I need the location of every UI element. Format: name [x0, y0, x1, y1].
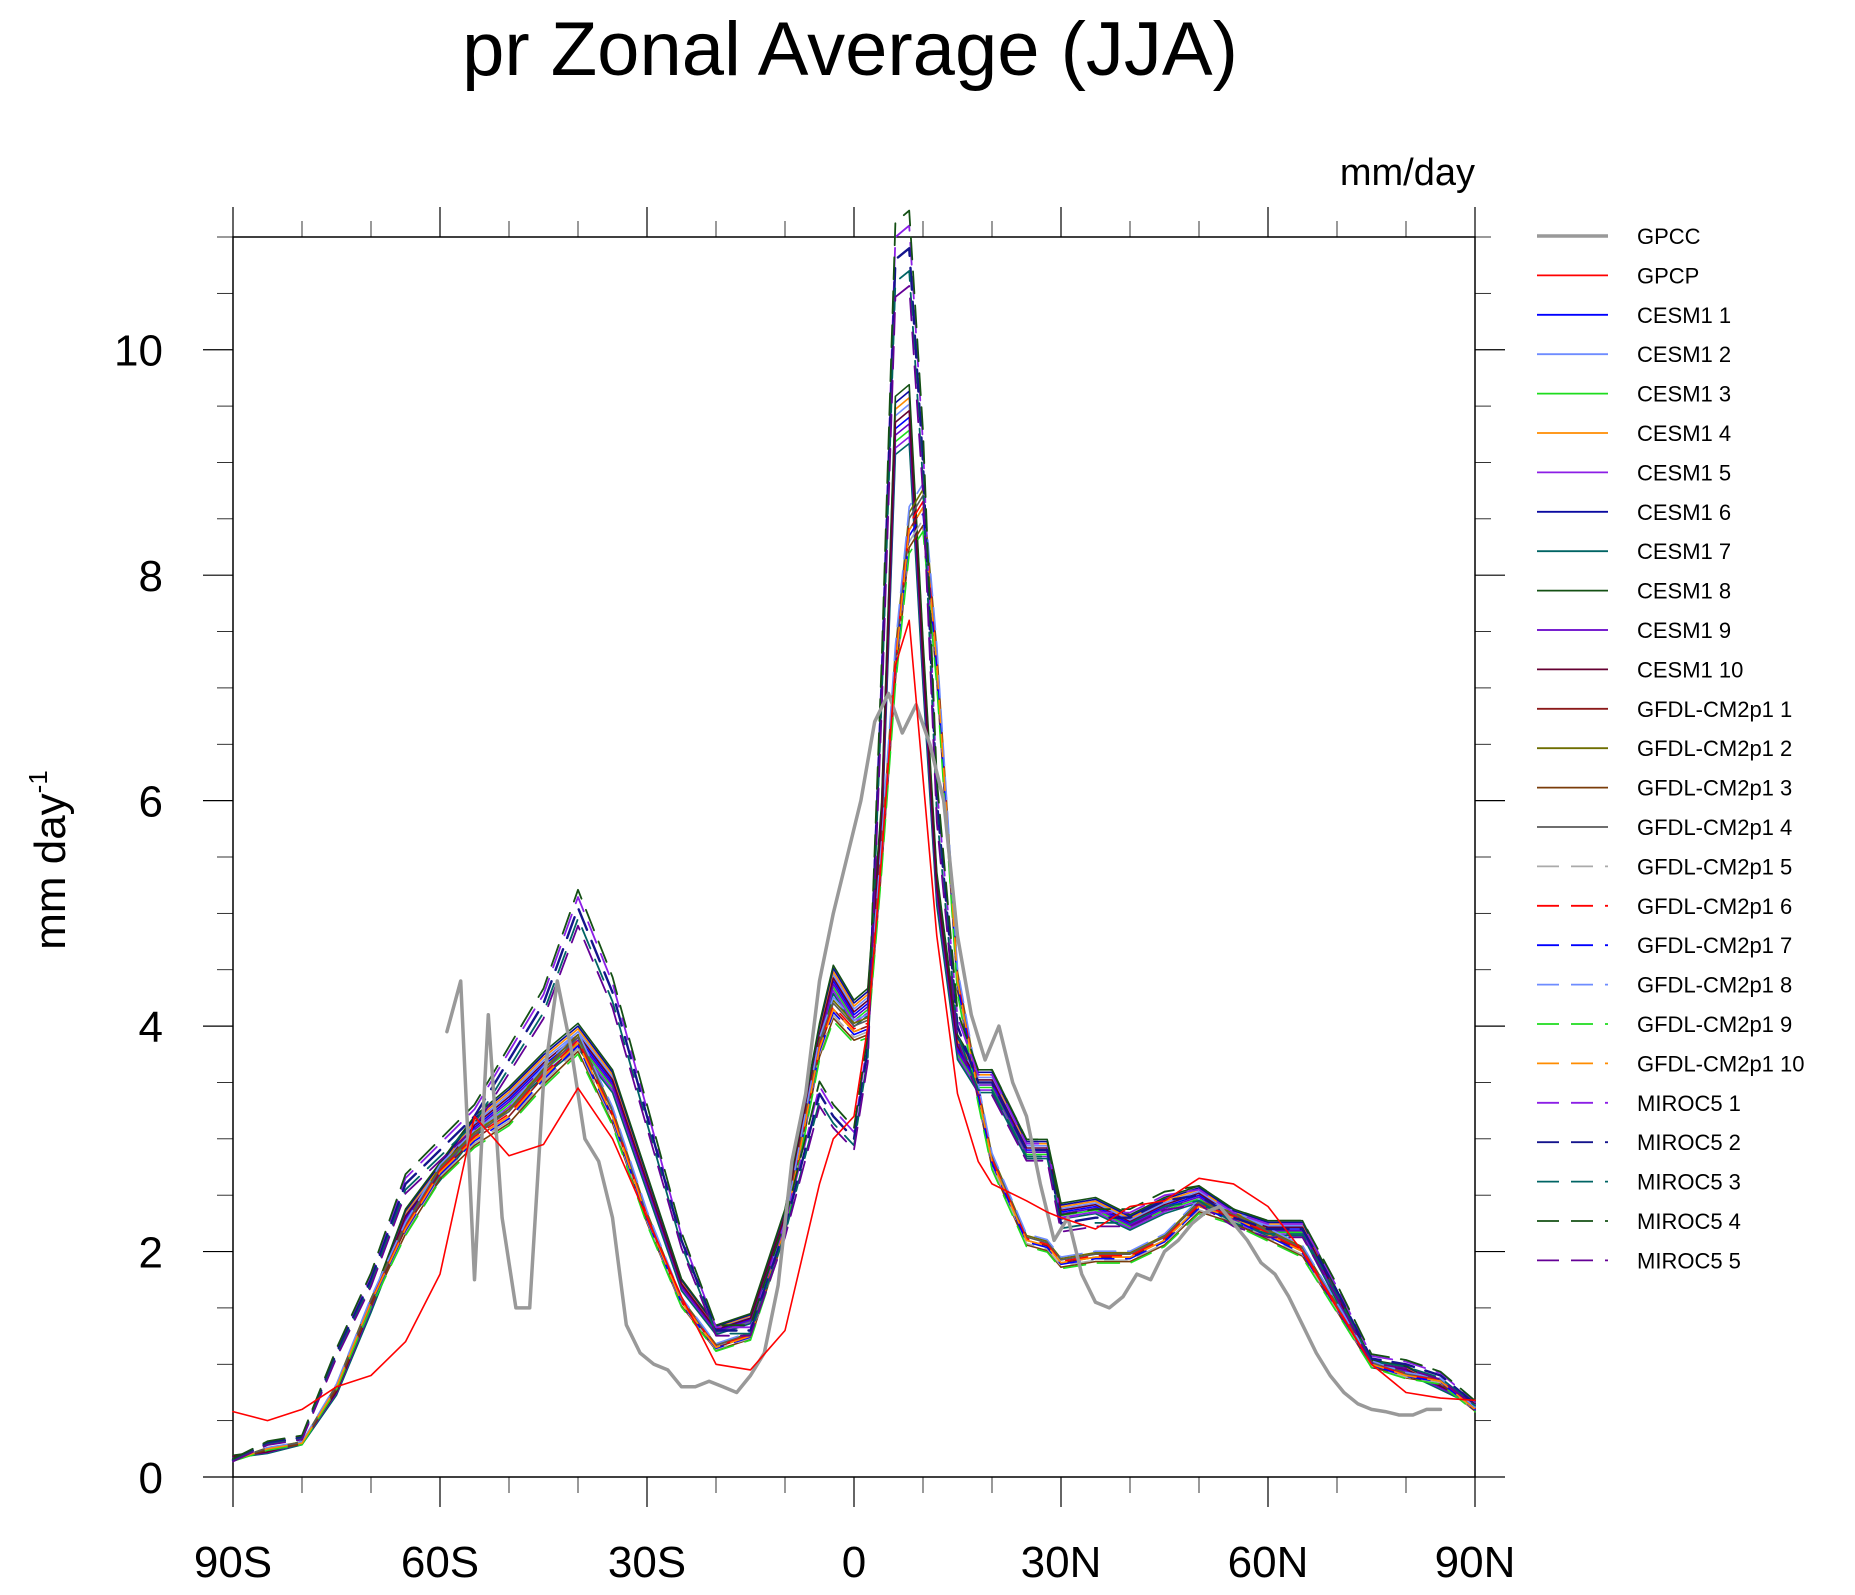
legend-label: CESM1 3 — [1637, 382, 1731, 407]
series-line-cesm1-9 — [232, 423, 1476, 1458]
y-axis-label: mm day-1 — [23, 770, 75, 950]
legend-label: CESM1 9 — [1637, 618, 1731, 643]
legend-label: GFDL-CM2p1 6 — [1637, 894, 1792, 919]
y-tick-label: 2 — [139, 1229, 163, 1278]
legend-label: GFDL-CM2p1 4 — [1637, 815, 1792, 840]
legend-label: CESM1 8 — [1637, 579, 1731, 604]
series-line-gfdl-cm2p1-9 — [232, 530, 1476, 1462]
y-axis: 0 2 4 6 8 10 — [114, 236, 1505, 1503]
y-tick-label: 6 — [139, 778, 163, 827]
x-axis: 90S 60S 30S 0 30N 60N 90N — [194, 207, 1516, 1587]
x-tick-label: 90S — [194, 1538, 272, 1587]
plot-frame — [232, 236, 1476, 1478]
y-tick-label: 0 — [139, 1454, 163, 1503]
legend-label: CESM1 6 — [1637, 500, 1731, 525]
legend-label: GPCC — [1637, 224, 1701, 249]
legend-label: GFDL-CM2p1 2 — [1637, 736, 1792, 761]
y-axis-label-superscript: -1 — [23, 770, 53, 793]
legend-label: MIROC5 1 — [1637, 1091, 1741, 1116]
legend-label: GFDL-CM2p1 10 — [1637, 1051, 1805, 1076]
series-line-miroc5-5 — [232, 285, 1476, 1463]
legend-label: GFDL-CM2p1 7 — [1637, 933, 1792, 958]
legend-label: MIROC5 2 — [1637, 1130, 1741, 1155]
x-tick-label: 60N — [1228, 1538, 1309, 1587]
series-line-gfdl-cm2p1-1 — [232, 506, 1476, 1461]
legend: GPCC GPCP CESM1 1 CESM1 2 CESM1 3 CESM1 4 CESM… — [1537, 224, 1805, 1273]
y-tick-label: 4 — [139, 1003, 163, 1052]
legend-label: GFDL-CM2p1 9 — [1637, 1012, 1792, 1037]
x-tick-label: 0 — [842, 1538, 866, 1587]
x-tick-label: 60S — [401, 1538, 479, 1587]
series-line-miroc5-2 — [231, 247, 1477, 1462]
series-line-gfdl-cm2p1-3 — [232, 524, 1476, 1462]
plot-border — [232, 236, 1476, 1478]
legend-label: CESM1 4 — [1637, 421, 1731, 446]
x-tick-label: 90N — [1435, 1538, 1516, 1587]
y-axis-label-text: mm day — [26, 793, 75, 949]
series-line-miroc5-4 — [232, 209, 1476, 1460]
x-tick-label: 30S — [608, 1538, 686, 1587]
legend-label: MIROC5 4 — [1637, 1209, 1741, 1234]
x-tick-label: 30N — [1021, 1538, 1102, 1587]
series-line-gpcp — [232, 619, 1476, 1422]
legend-label: CESM1 10 — [1637, 657, 1743, 682]
series-line-gfdl-cm2p1-10 — [232, 506, 1476, 1461]
units-label: mm/day — [1340, 152, 1475, 194]
series-line-miroc5-1 — [232, 224, 1476, 1461]
legend-label: MIROC5 3 — [1637, 1170, 1741, 1195]
series-line-gfdl-cm2p1-8 — [232, 482, 1476, 1460]
legend-label: MIROC5 5 — [1637, 1248, 1741, 1273]
legend-label: CESM1 1 — [1637, 303, 1731, 328]
series-line-cesm1-5 — [232, 436, 1476, 1459]
series-line-cesm1-1 — [232, 416, 1476, 1458]
legend-label: GPCP — [1637, 263, 1699, 288]
legend-label: CESM1 5 — [1637, 460, 1731, 485]
y-tick-label: 8 — [139, 552, 163, 601]
legend-label: GFDL-CM2p1 1 — [1637, 697, 1792, 722]
legend-label: CESM1 7 — [1637, 539, 1731, 564]
legend-label: GFDL-CM2p1 8 — [1637, 973, 1792, 998]
series-line-miroc5-3 — [232, 269, 1476, 1462]
series-line-cesm1-3 — [232, 429, 1476, 1459]
series-line-cesm1-7 — [232, 442, 1476, 1459]
legend-label: GFDL-CM2p1 3 — [1637, 776, 1792, 801]
series-line-gpcc — [445, 691, 1443, 1417]
series-line-gfdl-cm2p1-7 — [232, 512, 1476, 1462]
legend-label: GFDL-CM2p1 5 — [1637, 854, 1792, 879]
series-layer — [231, 209, 1477, 1463]
legend-label: CESM1 2 — [1637, 342, 1731, 367]
y-tick-label: 10 — [114, 327, 163, 376]
series-line-gfdl-cm2p1-5 — [232, 518, 1476, 1462]
chart-title: pr Zonal Average (JJA) — [462, 7, 1238, 92]
